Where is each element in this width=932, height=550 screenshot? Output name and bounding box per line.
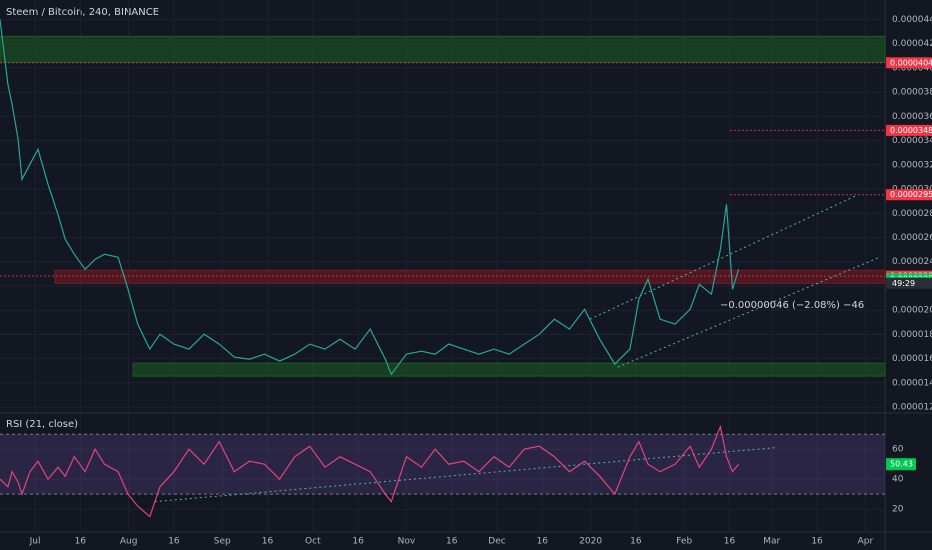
annotation: −0.00000046 (−2.08%) −46 (720, 300, 864, 311)
x-tick-label: Nov (398, 537, 416, 547)
y-tick-label: 0.00003800 (892, 88, 932, 98)
x-tick-label: Jul (29, 537, 41, 547)
x-tick-label: 16 (75, 537, 87, 547)
y-tick-label: 40 (892, 475, 904, 485)
y-tick-label: 0.00004200 (892, 39, 932, 49)
price-label: 0.00004042 (890, 58, 932, 67)
zone (54, 269, 886, 284)
x-tick-label: 16 (262, 537, 274, 547)
trendline (589, 195, 856, 320)
x-tick-label: Mar (763, 537, 780, 547)
y-tick-label: 0.00001600 (892, 354, 932, 364)
x-tick-label: 16 (168, 537, 180, 547)
y-tick-label: 0.00004400 (892, 15, 932, 25)
y-tick-label: 20 (892, 505, 904, 515)
rsi-band (0, 434, 885, 495)
current-box (886, 458, 916, 471)
x-tick-label: 16 (724, 537, 736, 547)
series-line (0, 19, 740, 376)
zone (0, 35, 886, 63)
zone (132, 362, 886, 377)
y-tick-label: 0.00001200 (892, 403, 932, 413)
y-tick-label: 0.00001400 (892, 378, 932, 388)
x-tick-label: 16 (537, 537, 549, 547)
x-tick-label: 16 (446, 537, 458, 547)
current-value: 50.43 (890, 460, 913, 469)
x-tick-label: Aug (120, 537, 138, 547)
chart-title: Steem / Bitcoin, 240, BINANCE (6, 7, 159, 18)
rsi-title: RSI (21, close) (6, 419, 78, 430)
x-tick-label: 16 (630, 537, 642, 547)
countdown: 49:29 (892, 279, 915, 288)
x-tick-label: 2020 (579, 537, 602, 547)
y-tick-label: 0.00003400 (892, 136, 932, 146)
y-tick-label: 0.00002000 (892, 306, 932, 316)
y-tick-label: 0.00002600 (892, 233, 932, 243)
y-tick-label: 60 (892, 445, 904, 455)
x-tick-label: 16 (352, 537, 364, 547)
series-line (0, 424, 740, 518)
y-tick-label: 0.00004000 (892, 63, 932, 73)
price-label: 0.00002953 (890, 190, 932, 199)
trendline (154, 447, 775, 503)
x-tick-label: Feb (676, 537, 692, 547)
y-tick-label: 0.00001800 (892, 330, 932, 340)
y-tick-label: 0.00003200 (892, 160, 932, 170)
x-tick-label: Apr (858, 537, 874, 547)
x-tick-label: Oct (305, 537, 321, 547)
price-label-box (886, 57, 932, 69)
countdown-box (886, 277, 932, 289)
y-tick-label: 0.00003600 (892, 112, 932, 122)
x-tick-label: Dec (488, 537, 505, 547)
price-label-box (886, 124, 932, 136)
trendline (617, 256, 880, 368)
x-tick-label: Sep (214, 537, 231, 547)
x-tick-label: 16 (811, 537, 823, 547)
price-label-box (886, 189, 932, 201)
y-tick-label: 0.00002400 (892, 257, 932, 267)
price-label: 0.00003484 (890, 126, 932, 135)
y-tick-label: 0.00002800 (892, 209, 932, 219)
